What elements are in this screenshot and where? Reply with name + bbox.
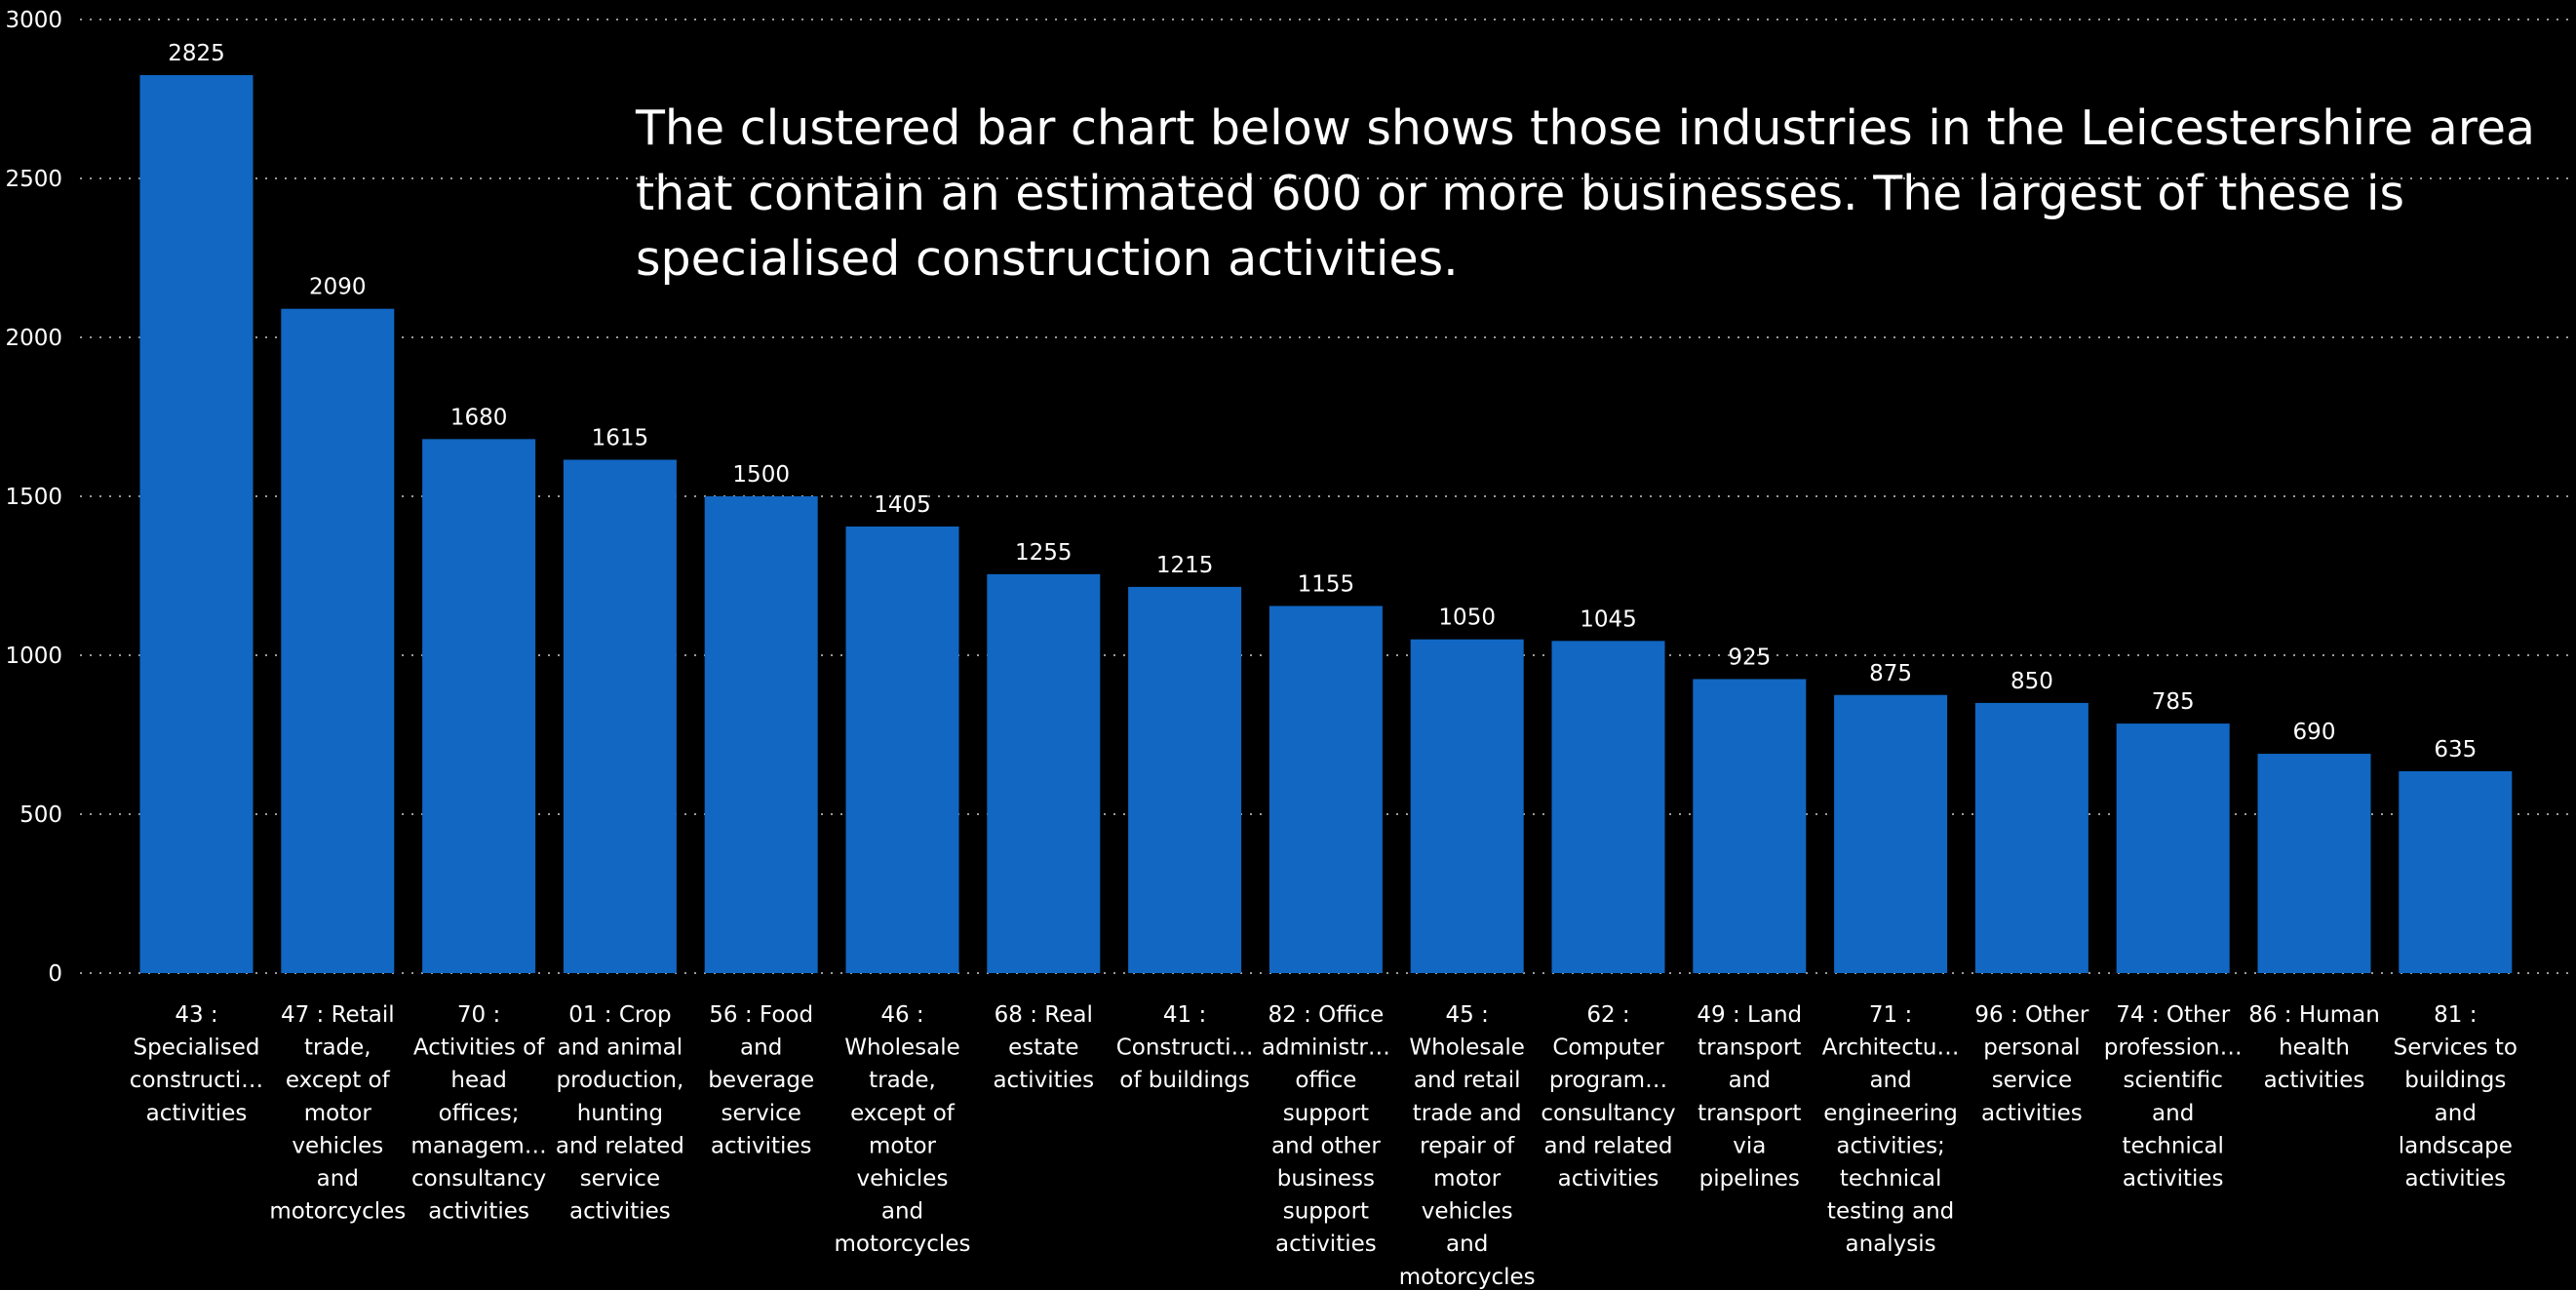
x-tick-label: 56 : Food and beverage service activities [708,1002,814,1158]
data-label: 1500 [732,462,790,488]
data-label: 875 [1869,661,1912,686]
bar [1410,639,1524,973]
x-tick-label: 47 : Retail trade, except of motor vehicles a… [269,1002,406,1225]
data-label: 1615 [592,426,649,451]
bar [281,308,395,973]
bars [139,75,2513,974]
y-tick-label: 2500 [5,167,62,192]
x-tick-label: 49 : Land transport and transport via pipelin… [1697,1002,1802,1192]
bar [1834,694,1948,973]
bar [2399,770,2513,973]
y-tick-label: 500 [20,802,62,828]
y-tick-label: 0 [48,961,62,987]
bar [1693,679,1807,973]
x-tick-label: 71 : Architectu… and engineering activities;… [1822,1002,1960,1257]
data-label: 925 [1728,645,1771,670]
data-label: 1155 [1298,571,1355,597]
bar [1551,641,1665,973]
x-tick-label: 70 : Activities of head offices; managem… con… [410,1002,546,1225]
bar [1268,606,1383,973]
x-tick-label: 82 : Office administr… office support and ot… [1262,1002,1390,1257]
bar [1128,586,1242,973]
data-label: 1050 [1438,606,1496,631]
data-label: 1680 [450,405,508,430]
y-tick-label: 1500 [5,485,62,510]
x-tick-label: 86 : Human health activities [2248,1002,2380,1093]
annotation-line: The clustered bar chart below shows thos… [636,100,2536,156]
x-tick-label: 68 : Real estate activities [993,1002,1094,1093]
bar [987,573,1101,973]
data-label: 2825 [168,41,225,66]
x-tick-label: 01 : Crop and animal production, hunting and… [556,1002,684,1225]
bar [704,496,818,973]
y-tick-label: 2000 [5,326,62,351]
x-tick-label: 62 : Computer program… consultancy and relat… [1541,1002,1675,1192]
bar [422,439,536,973]
chart-annotation: The clustered bar chart below shows thos… [636,96,2536,292]
x-tick-label: 43 : Specialised constructi… activities [130,1002,263,1126]
y-tick-label: 1000 [5,644,62,669]
data-labels: 2825 2090 1680 1615 1500 1405 1255 1215 1155 1050… [168,41,2477,762]
data-label: 1405 [874,492,931,518]
bar [845,526,959,973]
bar [2257,754,2371,973]
data-label: 690 [2293,720,2336,745]
x-tick-label: 74 : Other profession… scientific and techni… [2104,1002,2243,1192]
x-tick-label: 46 : Wholesale trade, except of motor vehicle… [835,1002,971,1257]
data-label: 2090 [309,275,367,300]
data-label: 850 [2010,669,2053,694]
annotation-line: that contain an estimated 600 or more bu… [636,166,2405,221]
x-tick-label: 81 : Services to buildings and landscape acti… [2394,1002,2517,1192]
y-axis-ticks: 0 500 1000 1500 2000 2500 3000 [5,8,62,987]
data-label: 1255 [1015,540,1073,566]
y-tick-label: 3000 [5,8,62,33]
data-label: 1215 [1156,553,1214,578]
x-tick-label: 96 : Other personal service activities [1974,1002,2088,1126]
bar [1974,702,2088,973]
x-tick-label: 45 : Wholesale and retail trade and repair o… [1399,1002,1536,1290]
data-label: 635 [2434,737,2477,762]
annotation-line: specialised construction activities. [636,231,1459,287]
bar [139,75,254,974]
bar [2116,723,2230,973]
data-label: 1045 [1580,606,1637,632]
data-label: 785 [2152,689,2195,715]
x-tick-label: 41 : Constructi… of buildings [1116,1002,1254,1093]
bar [563,459,677,973]
